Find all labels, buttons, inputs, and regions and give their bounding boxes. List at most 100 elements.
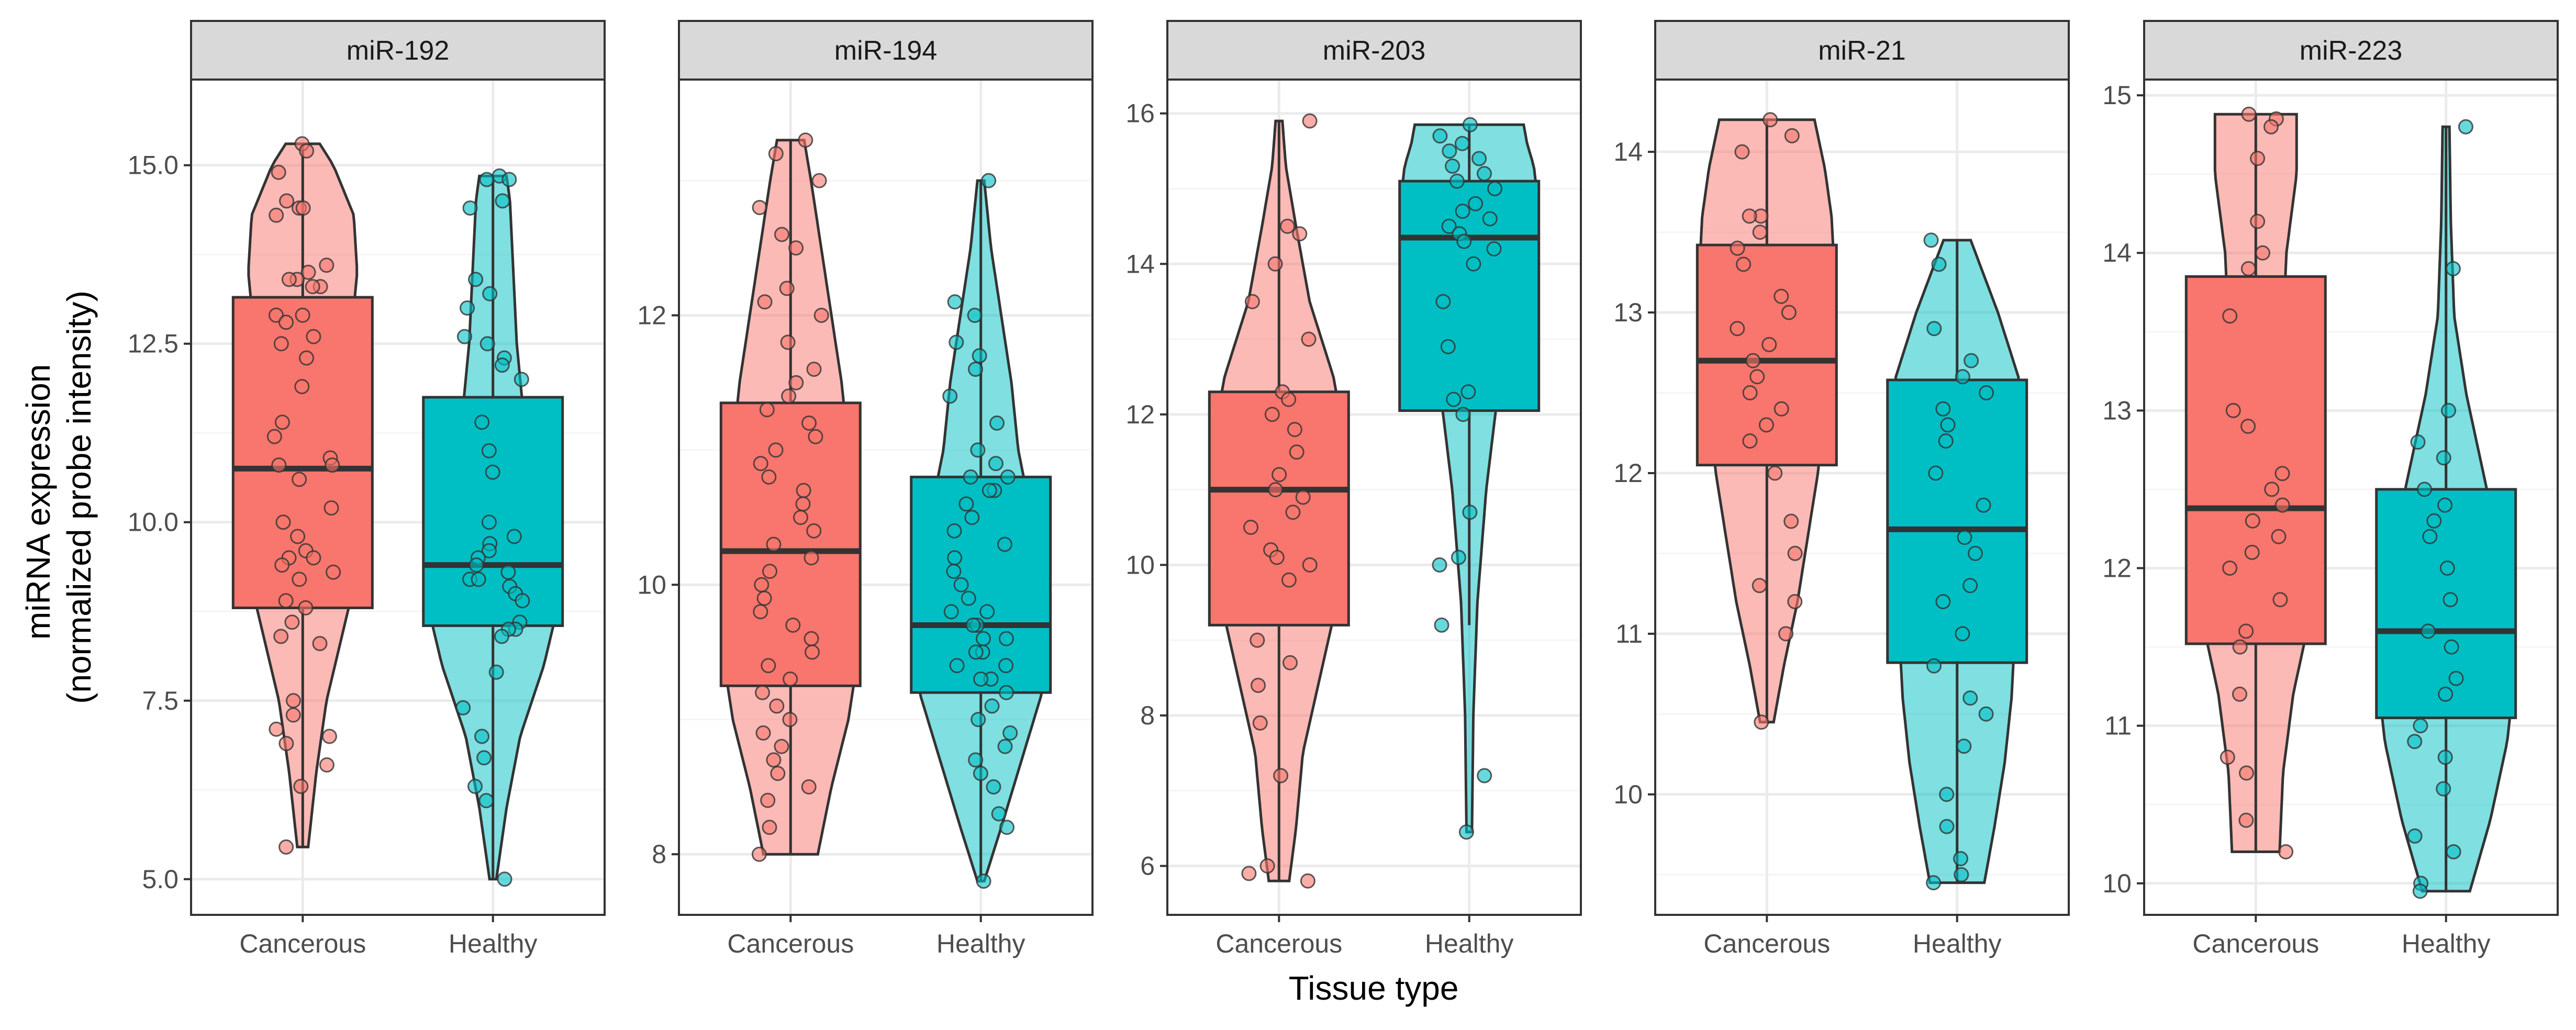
data-point bbox=[2250, 151, 2266, 166]
data-point bbox=[1302, 557, 1318, 573]
data-point bbox=[1432, 128, 1448, 144]
data-point bbox=[999, 685, 1014, 700]
data-point bbox=[326, 564, 341, 580]
data-point bbox=[946, 564, 962, 579]
x-tick-label: Cancerous bbox=[1703, 929, 1830, 958]
data-point bbox=[1730, 321, 1745, 337]
data-point bbox=[997, 536, 1012, 552]
box-healthy bbox=[1886, 378, 2028, 664]
data-point bbox=[1957, 530, 1972, 545]
data-point bbox=[279, 193, 295, 209]
data-point bbox=[1442, 143, 1457, 159]
data-point bbox=[947, 550, 963, 566]
data-point bbox=[278, 839, 294, 855]
data-point bbox=[2245, 513, 2260, 529]
data-point bbox=[973, 766, 988, 781]
data-point bbox=[324, 500, 339, 516]
data-point bbox=[1272, 467, 1287, 483]
data-point bbox=[808, 429, 823, 444]
data-point bbox=[321, 729, 337, 744]
data-point bbox=[968, 362, 983, 377]
data-point bbox=[1953, 851, 1968, 867]
data-point bbox=[788, 375, 804, 390]
data-point bbox=[494, 629, 509, 644]
data-point bbox=[1273, 768, 1289, 783]
data-point bbox=[2441, 402, 2456, 418]
data-point bbox=[2238, 623, 2254, 639]
data-point bbox=[1734, 144, 1750, 160]
data-point bbox=[274, 557, 290, 573]
data-point bbox=[1784, 128, 1800, 143]
x-tick-label: Healthy bbox=[936, 929, 1025, 958]
y-tick-label: 10.0 bbox=[128, 508, 179, 537]
data-point bbox=[1267, 256, 1283, 272]
data-point bbox=[781, 388, 797, 404]
y-tick-label: 12 bbox=[2102, 554, 2132, 583]
data-point bbox=[278, 736, 294, 752]
series-healthy bbox=[910, 173, 1052, 889]
data-point bbox=[753, 456, 768, 472]
data-point bbox=[986, 779, 1001, 794]
data-point bbox=[278, 315, 294, 330]
data-point bbox=[801, 779, 817, 794]
data-point bbox=[1301, 331, 1317, 347]
data-point bbox=[1978, 706, 1994, 722]
data-point bbox=[2222, 308, 2238, 324]
y-tick-label: 8 bbox=[1140, 701, 1155, 730]
data-point bbox=[751, 846, 767, 862]
data-point bbox=[973, 671, 989, 687]
data-point bbox=[2263, 119, 2279, 135]
data-point bbox=[1432, 557, 1447, 573]
y-axis-title-line1: miRNA expression bbox=[19, 364, 57, 640]
data-point bbox=[766, 536, 782, 552]
data-point bbox=[271, 164, 286, 180]
data-point bbox=[285, 707, 301, 723]
data-point bbox=[976, 631, 991, 646]
panel-mir-21: miR-21 10 11 12 13 14 Cancerous Healthy bbox=[1613, 20, 2070, 958]
data-point bbox=[455, 700, 471, 715]
data-point bbox=[1264, 407, 1280, 422]
data-point bbox=[1477, 166, 1492, 182]
data-point bbox=[2278, 844, 2294, 859]
data-point bbox=[1763, 112, 1778, 128]
data-point bbox=[2274, 466, 2290, 482]
data-point bbox=[785, 618, 801, 633]
data-point bbox=[474, 729, 489, 744]
data-point bbox=[762, 820, 777, 835]
data-point bbox=[2240, 261, 2256, 276]
data-point bbox=[1250, 632, 1265, 648]
y-tick-label: 10 bbox=[1613, 780, 1643, 809]
strip-label: miR-223 bbox=[2300, 36, 2403, 66]
data-point bbox=[293, 779, 309, 794]
data-point bbox=[495, 193, 510, 209]
x-tick-label: Healthy bbox=[2402, 929, 2491, 958]
data-point bbox=[476, 750, 492, 766]
data-point bbox=[2241, 106, 2257, 122]
data-point bbox=[1926, 658, 1942, 674]
x-tick-label: Healthy bbox=[1913, 929, 2002, 958]
data-point bbox=[2437, 497, 2453, 513]
data-point bbox=[981, 173, 997, 188]
data-point bbox=[500, 564, 516, 580]
data-point bbox=[2412, 883, 2428, 899]
data-point bbox=[964, 510, 980, 525]
data-point bbox=[766, 752, 782, 768]
data-point bbox=[1241, 866, 1257, 881]
strip-background bbox=[1166, 20, 1582, 81]
data-point bbox=[319, 258, 334, 273]
data-point bbox=[2222, 561, 2238, 576]
data-point bbox=[273, 336, 289, 352]
data-point bbox=[481, 443, 497, 458]
x-axis-title: Tissue type bbox=[1289, 969, 1459, 1007]
data-point bbox=[967, 308, 983, 323]
data-point bbox=[1926, 321, 1942, 337]
strip-label: miR-194 bbox=[834, 36, 938, 66]
data-point bbox=[292, 572, 307, 587]
data-point bbox=[1441, 218, 1457, 234]
data-point bbox=[1761, 337, 1777, 352]
data-point bbox=[943, 604, 959, 620]
data-point bbox=[266, 429, 282, 444]
y-axis-title-line2: (normalized probe intensity) bbox=[60, 290, 98, 704]
x-tick-label: Healthy bbox=[449, 929, 538, 958]
data-point bbox=[759, 402, 775, 418]
